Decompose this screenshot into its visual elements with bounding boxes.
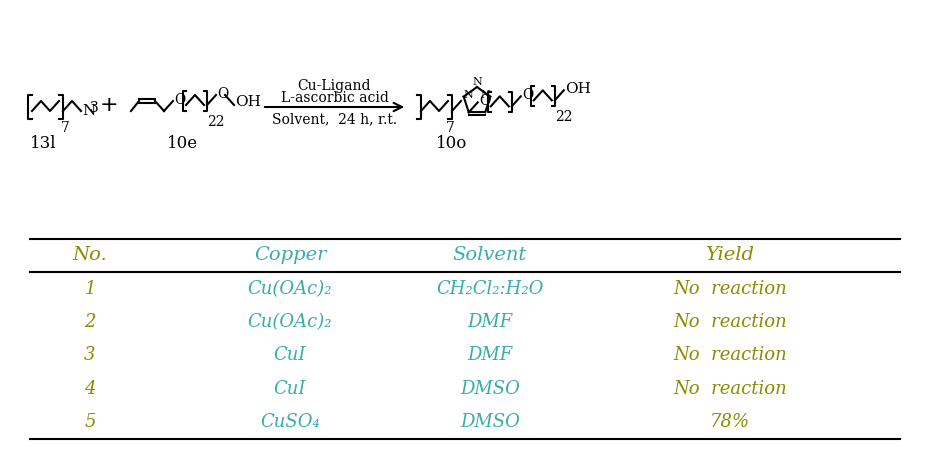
Text: 22: 22: [207, 115, 225, 129]
Text: 7: 7: [60, 121, 70, 135]
Text: DMF: DMF: [467, 346, 512, 365]
Text: N: N: [82, 104, 96, 118]
Text: +: +: [99, 95, 118, 115]
Text: Copper: Copper: [253, 246, 326, 265]
Text: DMF: DMF: [467, 313, 512, 331]
Text: O: O: [217, 87, 228, 101]
Text: 13l: 13l: [30, 135, 57, 152]
Text: 2: 2: [84, 313, 96, 331]
Text: Solvent: Solvent: [452, 246, 526, 265]
Text: No  reaction: No reaction: [673, 346, 786, 365]
Text: O: O: [174, 93, 185, 107]
Text: No  reaction: No reaction: [673, 280, 786, 298]
Text: 3: 3: [90, 101, 98, 115]
Text: O: O: [478, 94, 489, 108]
Text: CuSO₄: CuSO₄: [260, 413, 319, 431]
Text: 4: 4: [84, 380, 96, 398]
Text: Cu-Ligand: Cu-Ligand: [298, 79, 371, 93]
Text: 1: 1: [84, 280, 96, 298]
Text: 22: 22: [554, 110, 572, 124]
Text: CuI: CuI: [274, 346, 306, 365]
Text: 3: 3: [84, 346, 96, 365]
Text: No.: No.: [72, 246, 108, 265]
Text: Cu(OAc)₂: Cu(OAc)₂: [248, 280, 332, 298]
Text: OH: OH: [564, 82, 590, 96]
Text: DMSO: DMSO: [459, 413, 520, 431]
Text: 10e: 10e: [167, 135, 198, 152]
Text: OH: OH: [235, 95, 261, 109]
Text: 78%: 78%: [709, 413, 749, 431]
Text: CuI: CuI: [274, 380, 306, 398]
Text: 7: 7: [445, 121, 454, 135]
Text: L-ascorbic acid: L-ascorbic acid: [280, 91, 388, 105]
Text: Yield: Yield: [704, 246, 754, 265]
Text: 5: 5: [84, 413, 96, 431]
Text: Cu(OAc)₂: Cu(OAc)₂: [248, 313, 332, 331]
Text: Solvent,  24 h, r.t.: Solvent, 24 h, r.t.: [272, 112, 396, 126]
Text: No  reaction: No reaction: [673, 380, 786, 398]
Text: N: N: [480, 90, 490, 100]
Text: No  reaction: No reaction: [673, 313, 786, 331]
Text: CH₂Cl₂:H₂O: CH₂Cl₂:H₂O: [436, 280, 543, 298]
Text: DMSO: DMSO: [459, 380, 520, 398]
Text: N: N: [463, 90, 473, 100]
Text: O: O: [522, 88, 533, 102]
Text: 10o: 10o: [436, 135, 467, 152]
Text: N: N: [471, 77, 482, 87]
